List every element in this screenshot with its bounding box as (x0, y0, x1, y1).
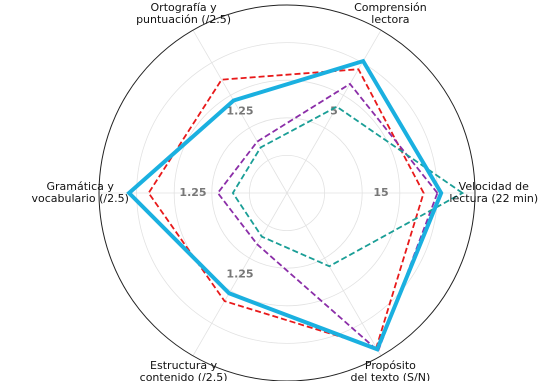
tick-label: 1.25 (179, 186, 206, 199)
tick-label: 5 (330, 105, 338, 118)
axis-label-line: del texto (S/N) (351, 371, 431, 381)
axis-label: Gramática y vocabulario (/2.5) (32, 180, 129, 205)
spoke (192, 29, 288, 194)
axis-label-line: Propósito (365, 359, 416, 372)
tick-label: 15 (373, 186, 388, 199)
axis-label: Comprensión lectora (354, 1, 427, 26)
axis-label-line: Comprensión (354, 1, 427, 14)
axis-label: Estructura y contenido (/2.5) (140, 359, 228, 381)
spoke (286, 192, 382, 357)
spoke (286, 29, 382, 194)
axis-label-line: lectura (22 min) (449, 192, 538, 205)
outer-frame (98, 4, 476, 381)
axis-label-line: Ortografía y (151, 1, 218, 14)
axis-label-line: Velocidad de (459, 180, 530, 193)
axis-label: Ortografía y puntuación (/2.5) (136, 1, 231, 26)
axis-label-line: vocabulario (/2.5) (32, 192, 129, 205)
series-line (126, 58, 444, 352)
spoke (192, 192, 288, 357)
series-line (231, 105, 465, 268)
axis-label-line: Gramática y (46, 180, 114, 193)
tick-label: 1.25 (226, 267, 253, 280)
axis-label-line: puntuación (/2.5) (136, 13, 231, 26)
series-line (216, 82, 439, 353)
axis-label: Propósito del texto (S/N) (351, 359, 431, 381)
axis-label-line: lectora (371, 13, 409, 26)
tick-label: 1.25 (226, 105, 253, 118)
axis-label: Velocidad de lectura (22 min) (449, 180, 538, 205)
axis-label-line: Estructura y (150, 359, 218, 372)
axis-label-line: contenido (/2.5) (140, 371, 228, 381)
